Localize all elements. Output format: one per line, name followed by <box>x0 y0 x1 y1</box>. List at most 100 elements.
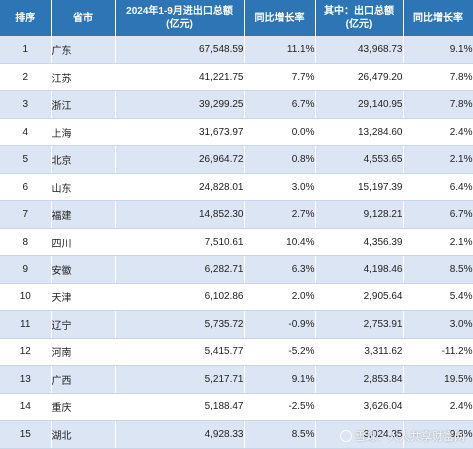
cell-rank: 7 <box>0 200 52 229</box>
cell-total-yoy: 0.0% <box>244 118 316 147</box>
cell-export: 4,356.39 <box>315 228 404 257</box>
cell-export: 26,479.20 <box>315 63 404 92</box>
cell-total: 26,964.72 <box>115 145 245 174</box>
cell-total: 5,217.71 <box>115 365 245 394</box>
cell-export: 13,284.60 <box>315 118 404 147</box>
table-row: 1 广东 67,548.59 11.1% 43,968.73 9.1% <box>0 36 473 64</box>
cell-rank: 11 <box>0 310 52 339</box>
cell-total: 5,735.72 <box>115 310 245 339</box>
cell-export-yoy: 9.1% <box>403 36 473 64</box>
cell-export-yoy: 3.0% <box>403 310 473 339</box>
header-province: 省市 <box>51 0 116 36</box>
header-export: 其中：出口总额 (亿元) <box>315 0 404 36</box>
cell-province: 浙江 <box>51 90 116 119</box>
table-row: 2 江苏 41,221.75 7.7% 26,479.20 7.8% <box>0 63 473 92</box>
cell-rank: 15 <box>0 420 52 449</box>
cell-total: 67,548.59 <box>115 36 245 64</box>
table-row: 13 广西 5,217.71 9.1% 2,853.84 19.5% <box>0 365 473 394</box>
cell-export-yoy: 19.5% <box>403 365 473 394</box>
cell-province: 四川 <box>51 228 116 257</box>
header-export-unit: (亿元) <box>345 19 373 30</box>
cell-total: 31,673.97 <box>115 118 245 147</box>
cell-export-yoy: -11.2% <box>403 338 473 367</box>
cell-export: 15,197.39 <box>315 173 404 202</box>
cell-province: 重庆 <box>51 393 116 422</box>
table-row: 6 山东 24,828.01 3.0% 15,197.39 6.4% <box>0 173 473 202</box>
cell-province: 福建 <box>51 200 116 229</box>
table-row: 14 重庆 5,188.47 -2.5% 3,626.04 2.4% <box>0 393 473 422</box>
header-total-unit: (亿元) <box>166 19 193 30</box>
cell-rank: 10 <box>0 283 52 312</box>
table-row: 12 河南 5,415.77 -5.2% 3,311.62 -11.2% <box>0 338 473 367</box>
table-row: 3 浙江 39,299.25 6.7% 29,140.95 7.8% <box>0 90 473 119</box>
cell-province: 北京 <box>51 145 116 174</box>
cell-rank: 5 <box>0 145 52 174</box>
cell-export: 2,753.91 <box>315 310 404 339</box>
table-row: 9 安徽 6,282.71 6.3% 4,198.46 8.5% <box>0 255 473 284</box>
table-body: 1 广东 67,548.59 11.1% 43,968.73 9.1% 2 江苏… <box>0 36 473 449</box>
cell-total: 6,102.86 <box>115 283 245 312</box>
cell-total-yoy: -0.9% <box>244 310 316 339</box>
cell-total: 4,928.33 <box>115 420 245 449</box>
cell-total-yoy: 7.7% <box>244 63 316 92</box>
cell-total-yoy: 6.7% <box>244 90 316 119</box>
cell-province: 广西 <box>51 365 116 394</box>
cell-export-yoy: 2.4% <box>403 118 473 147</box>
cell-export: 2,853.84 <box>315 365 404 394</box>
cell-province: 河南 <box>51 338 116 367</box>
watermark: 雪球：人人共享财富网 <box>340 428 465 444</box>
cell-rank: 14 <box>0 393 52 422</box>
cell-export-yoy: 6.4% <box>403 173 473 202</box>
cell-total-yoy: 10.4% <box>244 228 316 257</box>
cell-export: 3,626.04 <box>315 393 404 422</box>
cell-total-yoy: 3.0% <box>244 173 316 202</box>
cell-export-yoy: 5.4% <box>403 283 473 312</box>
cell-total: 5,415.77 <box>115 338 245 367</box>
cell-export: 3,311.62 <box>315 338 404 367</box>
snowball-logo-icon <box>340 430 352 442</box>
cell-export: 9,128.21 <box>315 200 404 229</box>
cell-province: 上海 <box>51 118 116 147</box>
cell-rank: 1 <box>0 36 52 64</box>
table-row: 15 湖北 4,928.33 8.5% 3,024.35 9.3% <box>0 420 473 449</box>
cell-total: 5,188.47 <box>115 393 245 422</box>
cell-province: 江苏 <box>51 63 116 92</box>
header-rank: 排序 <box>0 0 52 36</box>
cell-province: 辽宁 <box>51 310 116 339</box>
cell-rank: 12 <box>0 338 52 367</box>
table-row: 7 福建 14,852.30 2.7% 9,128.21 6.7% <box>0 200 473 229</box>
cell-export-yoy: 7.8% <box>403 90 473 119</box>
cell-export-yoy: 2.1% <box>403 145 473 174</box>
cell-total: 39,299.25 <box>115 90 245 119</box>
cell-province: 湖北 <box>51 420 116 449</box>
header-total-yoy: 同比增长率 <box>244 0 316 36</box>
cell-rank: 2 <box>0 63 52 92</box>
cell-rank: 6 <box>0 173 52 202</box>
cell-province: 山东 <box>51 173 116 202</box>
table-row: 11 辽宁 5,735.72 -0.9% 2,753.91 3.0% <box>0 310 473 339</box>
cell-total: 6,282.71 <box>115 255 245 284</box>
cell-export-yoy: 8.5% <box>403 255 473 284</box>
cell-export: 4,198.46 <box>315 255 404 284</box>
cell-province: 广东 <box>51 36 116 64</box>
watermark-text: 雪球：人人共享财富网 <box>355 431 465 443</box>
cell-export: 2,905.64 <box>315 283 404 312</box>
table-header: 排序 省市 2024年1-9月进出口总额 (亿元) 同比增长率 其中：出口总额 … <box>0 0 473 36</box>
header-total: 2024年1-9月进出口总额 (亿元) <box>115 0 245 36</box>
table-row: 5 北京 26,964.72 0.8% 4,553.65 2.1% <box>0 145 473 174</box>
cell-export-yoy: 7.8% <box>403 63 473 92</box>
cell-total-yoy: 6.3% <box>244 255 316 284</box>
header-row: 排序 省市 2024年1-9月进出口总额 (亿元) 同比增长率 其中：出口总额 … <box>0 0 473 36</box>
cell-total-yoy: 2.0% <box>244 283 316 312</box>
cell-total: 24,828.01 <box>115 173 245 202</box>
cell-total: 7,510.61 <box>115 228 245 257</box>
cell-total-yoy: 0.8% <box>244 145 316 174</box>
cell-export: 43,968.73 <box>315 36 404 64</box>
header-total-title: 2024年1-9月进出口总额 <box>126 6 233 17</box>
header-export-yoy: 同比增长率 <box>403 0 473 36</box>
cell-total-yoy: 11.1% <box>244 36 316 64</box>
cell-rank: 3 <box>0 90 52 119</box>
cell-export: 4,553.65 <box>315 145 404 174</box>
cell-total-yoy: -5.2% <box>244 338 316 367</box>
